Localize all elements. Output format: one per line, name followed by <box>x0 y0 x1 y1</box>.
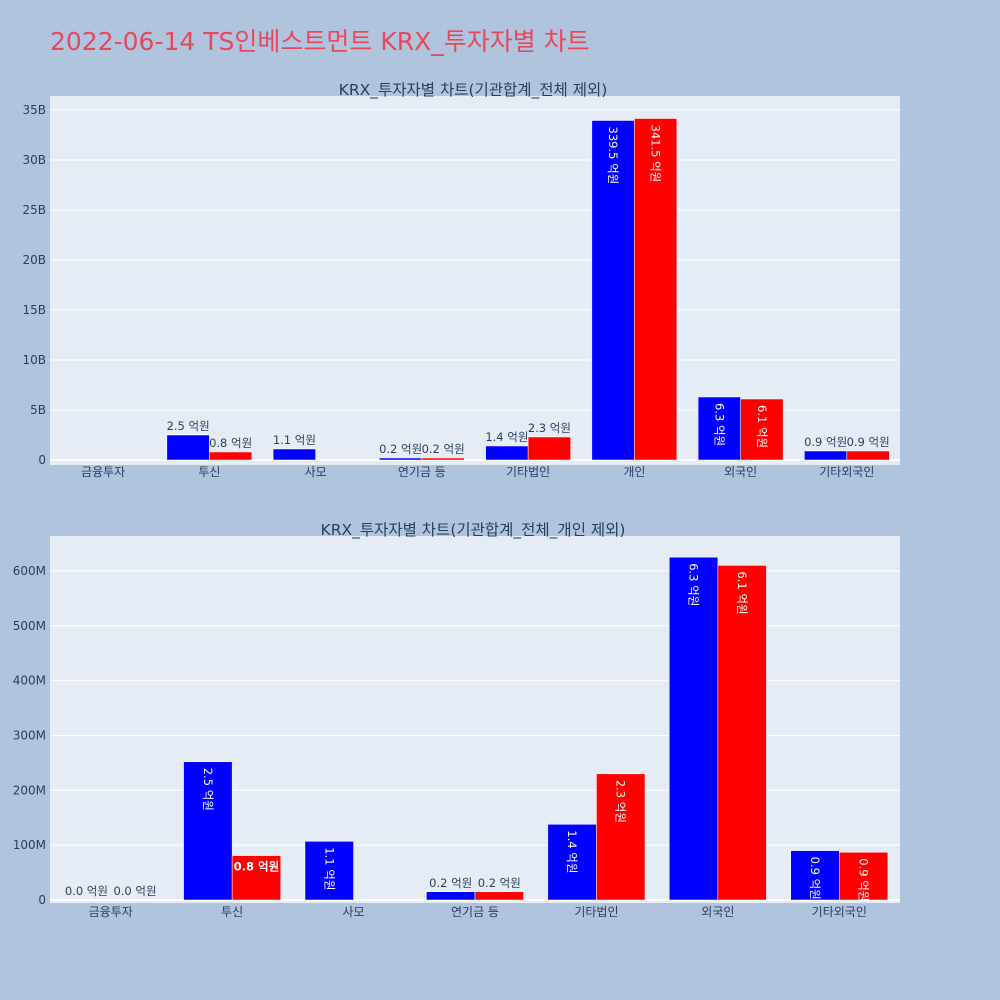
x-tick-label: 금융투자 <box>81 465 125 479</box>
bar <box>166 434 210 461</box>
bar <box>485 445 529 461</box>
bar <box>804 450 848 461</box>
x-tick-label: 기타법인 <box>574 905 618 919</box>
data-label: 1.4 억원 <box>485 430 528 444</box>
chart-top: KRX_투자자별 차트(기관합계_전체 제외) 0 5B 10B 15B 20B 25B 30… <box>22 81 900 479</box>
bar <box>669 556 719 901</box>
y-tick-label: 200M <box>13 783 46 797</box>
y-tick-label: 5B <box>30 403 46 417</box>
data-label: 0.2 억원 <box>422 442 465 456</box>
x-tick-label: 연기금 등 <box>451 905 499 919</box>
y-tick-label: 600M <box>13 564 46 578</box>
bar <box>527 436 571 461</box>
data-label: 0.0 억원 <box>65 884 108 898</box>
data-label: 6.3 억원 <box>712 403 726 446</box>
y-tick-label: 15B <box>22 303 46 317</box>
data-label: 0.9 억원 <box>804 435 847 449</box>
bar <box>596 773 646 901</box>
x-tick-label: 사모 <box>305 465 327 479</box>
page-title: 2022-06-14 TS인베스트먼트 KRX_투자자별 차트 <box>50 27 590 56</box>
bar <box>839 852 889 901</box>
bar <box>846 450 890 461</box>
data-label: 341.5 억원 <box>649 125 663 183</box>
chart-bottom: KRX_투자자별 차트(기관합계_전체_개인 제외) 0 100M 200M 300M 4… <box>13 521 900 919</box>
data-label: 1.1 억원 <box>273 433 316 447</box>
data-label: 0.9 억원 <box>847 435 890 449</box>
bar <box>474 891 524 901</box>
bar <box>272 448 316 461</box>
data-label: 0.9 억원 <box>808 857 822 900</box>
bar <box>421 457 465 461</box>
data-label: 0.2 억원 <box>429 876 472 890</box>
x-tick-label: 외국인 <box>724 465 757 479</box>
y-tick-label: 100M <box>13 838 46 852</box>
bar <box>183 761 233 901</box>
bar <box>231 855 281 901</box>
y-tick-label: 400M <box>13 674 46 688</box>
bar <box>209 451 253 461</box>
x-tick-label: 기타외국인 <box>819 465 874 479</box>
data-label: 6.3 억원 <box>687 563 701 606</box>
bar <box>790 850 840 901</box>
x-tick-label: 사모 <box>343 905 365 919</box>
data-label: 0.0 억원 <box>113 884 156 898</box>
y-tick-label: 0 <box>38 453 46 467</box>
data-label: 0.2 억원 <box>478 876 521 890</box>
y-tick-label: 10B <box>22 353 46 367</box>
data-label: 339.5 억원 <box>606 127 620 185</box>
data-label: 0.2 억원 <box>379 442 422 456</box>
chart-title: KRX_투자자별 차트(기관합계_전체_개인 제외) <box>321 521 626 540</box>
bar <box>717 565 767 901</box>
data-label: 0.8 억원 <box>234 860 280 874</box>
bar <box>547 824 597 901</box>
x-tick-label: 외국인 <box>701 905 734 919</box>
data-label: 0.8 억원 <box>209 436 252 450</box>
data-label: 2.3 억원 <box>528 421 571 435</box>
data-label: 2.3 억원 <box>614 780 628 823</box>
plot-area <box>50 536 900 903</box>
y-tick-label: 20B <box>22 253 46 267</box>
x-tick-label: 투신 <box>198 465 220 479</box>
y-tick-label: 500M <box>13 619 46 633</box>
x-tick-label: 기타외국인 <box>812 905 867 919</box>
x-tick-label: 연기금 등 <box>398 465 446 479</box>
y-tick-label: 35B <box>22 103 46 117</box>
bar <box>634 118 678 461</box>
chart-title: KRX_투자자별 차트(기관합계_전체 제외) <box>339 81 608 100</box>
bar <box>740 398 784 461</box>
bar <box>379 457 423 461</box>
data-label: 1.1 억원 <box>322 847 336 890</box>
data-label: 6.1 억원 <box>735 571 749 614</box>
bar <box>697 396 741 461</box>
x-tick-label: 기타법인 <box>506 465 550 479</box>
bar <box>591 120 635 461</box>
y-tick-label: 25B <box>22 203 46 217</box>
x-tick-label: 투신 <box>221 905 243 919</box>
y-tick-label: 30B <box>22 153 46 167</box>
x-tick-label: 개인 <box>623 465 645 479</box>
bar <box>426 891 476 901</box>
data-label: 6.1 억원 <box>755 405 769 448</box>
data-label: 2.5 억원 <box>201 768 215 811</box>
data-label: 1.4 억원 <box>565 830 579 873</box>
y-tick-label: 300M <box>13 728 46 742</box>
y-tick-label: 0 <box>38 893 46 907</box>
data-label: 0.9 억원 <box>857 858 871 901</box>
data-label: 2.5 억원 <box>167 419 210 433</box>
bar <box>304 841 354 901</box>
x-tick-label: 금융투자 <box>89 905 133 919</box>
